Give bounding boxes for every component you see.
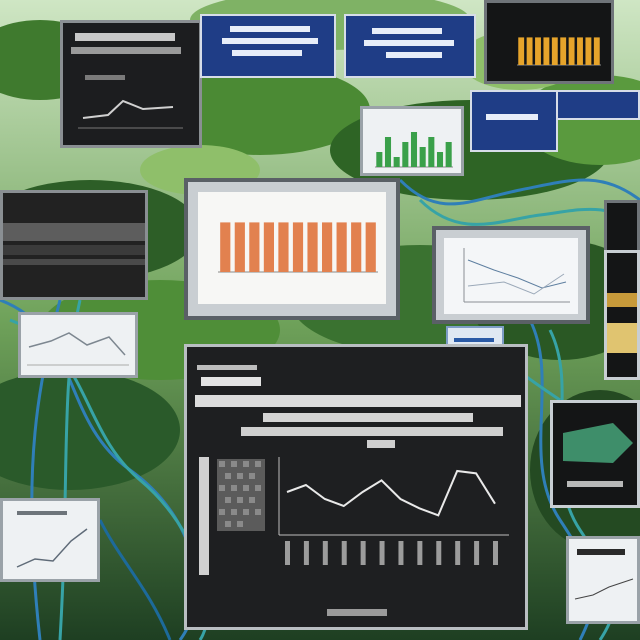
monitor-gold-bars (484, 0, 614, 84)
green-chart-bar (428, 137, 435, 167)
green-chart-bar (436, 152, 444, 167)
gold-chart-bar (560, 37, 567, 65)
main-chart-tick-label (303, 541, 309, 565)
gold-chart-bar (535, 37, 541, 65)
main-chart-series-line (286, 469, 496, 517)
monitor-left-dark (0, 190, 148, 300)
monitor-orange-bars (184, 178, 400, 320)
gold-chart-bar (568, 37, 575, 65)
green-chart-bar (410, 132, 418, 167)
orange-chart-bar (322, 222, 333, 272)
gold-bar-chart (517, 37, 601, 66)
orange-chart-bar (234, 222, 245, 272)
gold-chart-bar (526, 37, 533, 65)
orange-chart-bar (292, 222, 304, 272)
main-chart-tick-label (379, 541, 385, 565)
main-chart-tick-label (285, 541, 290, 565)
gold-chart-bar (577, 37, 583, 65)
monitor-top-left (60, 20, 202, 148)
orange-chart-bar (249, 222, 260, 272)
info-panel-far-right (556, 90, 640, 120)
gold-chart-bar (518, 37, 525, 65)
info-panel-top-right (344, 14, 476, 78)
orange-chart-bar (336, 222, 347, 272)
green-chart-bar (376, 152, 383, 167)
main-chart-tick-label (493, 541, 498, 565)
main-chart-tick-label (322, 541, 328, 565)
gold-chart-bar (593, 37, 600, 65)
main-chart-tick-label (455, 541, 461, 565)
main-dashboard-screen (195, 365, 521, 616)
orange-chart-bar (220, 222, 231, 272)
green-chart-bar (402, 142, 409, 167)
green-bar-chart (375, 132, 453, 168)
main-chart-tick-label (341, 541, 347, 565)
orange-chart-bar (351, 222, 362, 272)
monitor-right-middle (550, 400, 640, 508)
orange-chart-bar (365, 222, 376, 272)
main-dashboard-monitor (184, 344, 528, 630)
info-panel-top-center (200, 14, 336, 78)
gold-chart-bar (543, 37, 550, 65)
green-chart-bar (445, 142, 452, 167)
orange-chart-bar (278, 222, 289, 272)
main-chart-tick-label (474, 541, 480, 565)
orange-bar-chart (218, 222, 378, 273)
main-chart-tick-label (360, 541, 366, 565)
gold-chart-bar (551, 37, 558, 65)
monitor-left-line (18, 312, 138, 378)
monitor-left-bottom (0, 498, 100, 582)
gold-chart-bar (585, 37, 592, 65)
main-chart-tick-label (436, 541, 442, 565)
orange-chart-bar (263, 222, 274, 272)
main-chart-tick-label (398, 541, 404, 565)
orange-chart-bar (307, 222, 318, 272)
monitor-right-chart (432, 226, 590, 324)
main-chart-tick-label (417, 541, 423, 565)
main-line-chart (278, 457, 509, 565)
monitor-green-bars (360, 106, 464, 176)
monitor-right-bottom (566, 536, 640, 624)
green-chart-bar (419, 147, 426, 167)
green-chart-bar (393, 157, 400, 167)
line-sketch (71, 33, 183, 129)
info-panel-right (470, 90, 558, 152)
monitor-right-product (604, 250, 640, 380)
green-chart-bar (384, 137, 392, 167)
